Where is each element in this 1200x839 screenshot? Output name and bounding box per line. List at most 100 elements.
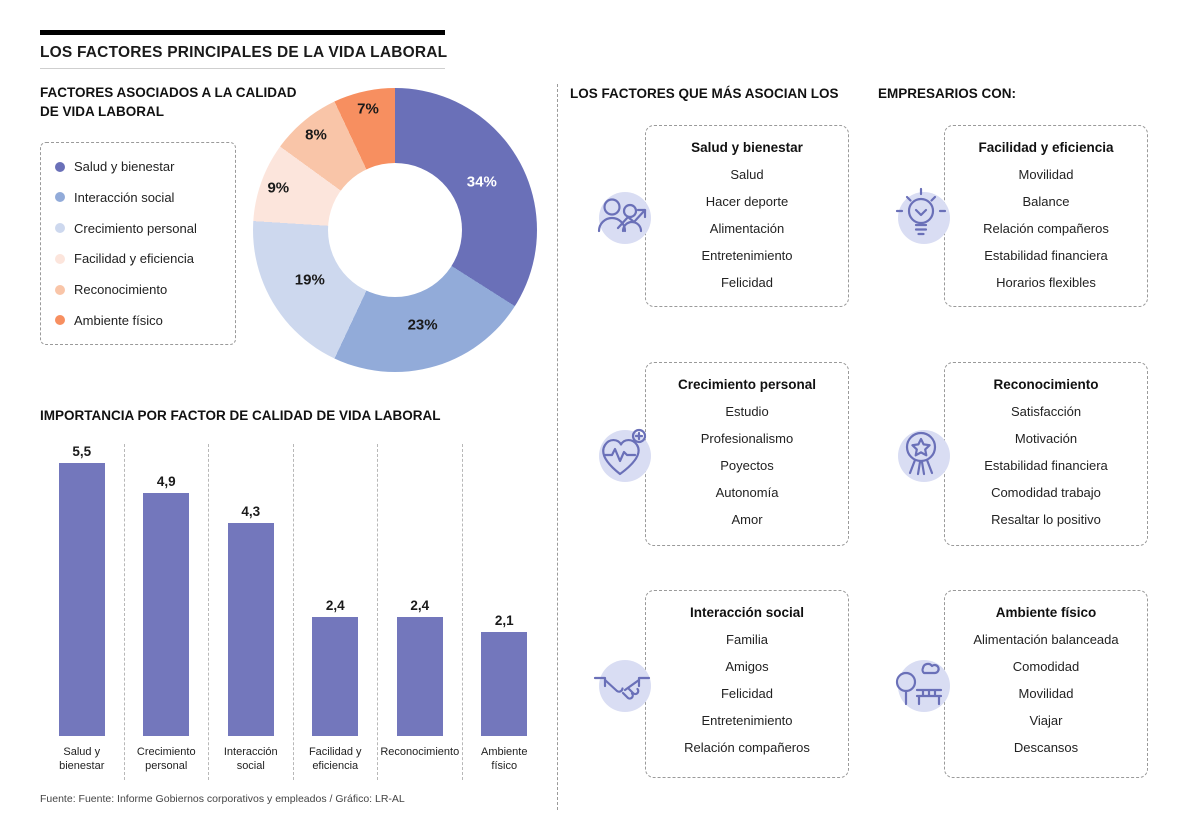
legend-item: Salud y bienestar [55,159,221,174]
bar-chart-title: IMPORTANCIA POR FACTOR DE CALIDAD DE VID… [40,408,441,423]
bar-category-label: Reconocimiento [380,746,460,758]
factor-items: Salud Hacer deporte Alimentación Entrete… [654,161,840,296]
factor-items: Familia Amigos Felicidad Entretenimiento… [654,626,840,761]
park-icon [889,652,953,716]
donut-percent-label: 9% [267,179,290,197]
legend-swatch [55,284,65,295]
donut-legend: Salud y bienestar Interacción social Cre… [40,142,236,345]
factor-item: Estabilidad financiera [984,248,1108,263]
donut-percent-label: 7% [357,100,379,118]
bar [143,493,190,736]
lightbulb-icon [889,184,953,248]
bar-category-label: Facilidad y eficiencia [308,746,362,773]
factor-item: Profesionalismo [700,431,794,446]
factor-title: Interacción social [689,605,805,620]
factor-item: Estabilidad financiera [984,458,1108,473]
factor-box-ambiente-fisico: Ambiente físico Alimentación balanceada … [895,590,1148,778]
vertical-divider [557,84,558,810]
bar-column: 4,3 Interacción social [209,444,294,780]
donut-section-title: FACTORES ASOCIADOS A LA CALIDAD DE VIDA … [40,85,297,119]
factor-title: Ambiente físico [995,605,1097,620]
factor-box-interaccion-social: Interacción social Familia Amigos Felici… [593,590,849,778]
bar [227,523,274,736]
bar-column: 2,4 Reconocimiento [378,444,463,780]
donut-percent-label: 23% [407,316,438,334]
factor-item: Amor [731,512,763,527]
factor-item: Resaltar lo positivo [991,512,1101,527]
legend-item: Ambiente físico [55,313,221,328]
heart-pulse-icon [590,422,654,486]
factor-item: Relación compañeros [983,221,1109,236]
factor-item: Salud [730,167,764,182]
factor-item: Amigos [725,659,769,674]
factor-item: Autonomía [715,485,779,500]
title-underline [40,68,445,69]
bar-column: 2,1 Ambiente físico [463,444,547,780]
donut-hole [328,163,462,297]
factor-box-salud-y-bienestar: Salud y bienestar Salud Hacer deporte Al… [597,125,849,307]
bar-column: 2,4 Facilidad y eficiencia [294,444,378,780]
factor-item: Movilidad [1018,686,1074,701]
donut-percent-label: 19% [294,271,325,289]
legend-swatch [55,161,65,172]
people-growth-icon [590,184,654,248]
factor-title: Facilidad y eficiencia [978,140,1114,155]
bar-category-label: Salud y bienestar [59,746,105,773]
bar-value-label: 4,3 [241,504,261,519]
factor-items: Estudio Profesionalismo Poyectos Autonom… [654,398,840,533]
legend-item: Reconocimiento [55,282,221,297]
bar-category-label: Ambiente físico [481,746,528,773]
legend-swatch [55,223,65,234]
factor-items: Satisfacción Motivación Estabilidad fina… [953,398,1139,533]
factor-item: Hacer deporte [705,194,789,209]
bar-column: 5,5 Salud y bienestar [40,444,125,780]
legend-label: Ambiente físico [74,312,163,328]
factor-item: Viajar [1029,713,1063,728]
donut-percent-label: 34% [466,173,497,191]
factor-item: Felicidad [720,686,774,701]
donut-percent-label: 8% [305,126,327,143]
factor-item: Alimentación [709,221,785,236]
legend-label: Facilidad y eficiencia [74,251,194,267]
right-header-right: EMPRESARIOS CON: [878,86,1017,101]
title-rule [40,30,445,35]
factor-box-reconocimiento: Reconocimiento Satisfacción Motivación E… [898,362,1148,546]
legend-label: Salud y bienestar [74,159,175,174]
icon-background [599,660,651,712]
factor-items: Movilidad Balance Relación compañeros Es… [953,161,1139,296]
bar-category-label: Crecimiento personal [136,746,196,773]
bar [481,632,528,736]
factor-item: Satisfacción [1010,404,1082,419]
factor-item: Balance [1022,194,1070,209]
factor-item: Familia [726,632,768,647]
bar-value-label: 2,4 [325,598,345,613]
medal-icon [889,422,953,486]
icon-background [898,192,950,244]
factor-item: Comodidad [1012,659,1080,674]
legend-swatch [55,315,65,326]
factor-item: Alimentación balanceada [973,632,1119,647]
factor-item: Entretenimiento [701,248,793,263]
donut-chart: 34% 23% 19% 9% 8% 7% [253,88,537,372]
factor-box-facilidad-y-eficiencia: Facilidad y eficiencia Movilidad Balance… [895,125,1148,307]
factor-title: Crecimiento personal [677,377,817,392]
bar-value-label: 5,5 [72,444,92,459]
factor-item: Entretenimiento [701,713,793,728]
legend-swatch [55,192,65,203]
factor-item: Descansos [1013,740,1079,755]
factor-item: Horarios flexibles [996,275,1096,290]
legend-item: Crecimiento personal [55,221,221,236]
bar-category-label: Interacción social [223,746,278,773]
factor-item: Felicidad [720,275,774,290]
bar-value-label: 2,1 [494,613,514,628]
legend-item: Facilidad y eficiencia [55,251,221,266]
factor-title: Reconocimiento [993,377,1099,392]
factor-item: Estudio [725,404,769,419]
bar-value-label: 4,9 [156,474,176,489]
bar [396,617,443,736]
page-title: LOS FACTORES PRINCIPALES DE LA VIDA LABO… [40,44,448,61]
factor-title: Salud y bienestar [691,140,803,155]
bar-chart: 5,5 Salud y bienestar 4,9 Crecimiento pe… [40,444,546,780]
factor-item: Movilidad [1018,167,1074,182]
